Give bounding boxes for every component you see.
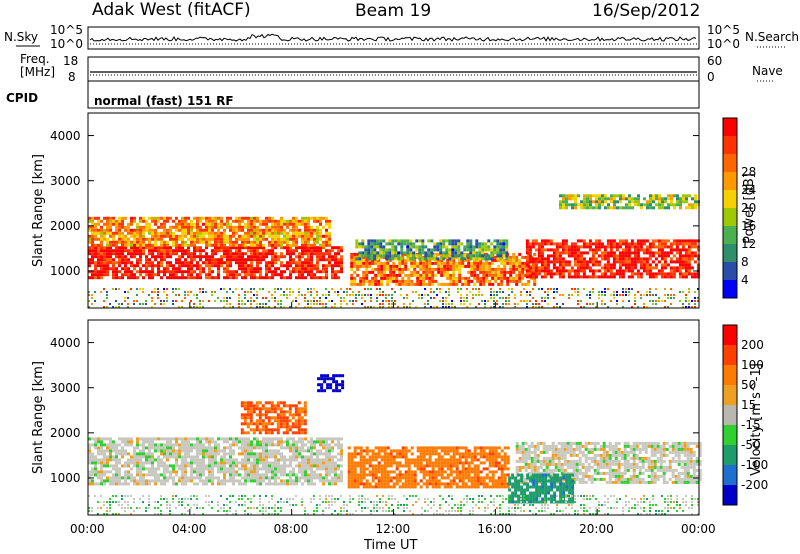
nsky-label: N.Sky (4, 30, 39, 44)
nsearch-tick-top: 10^5 (707, 23, 740, 37)
radar-title: Adak West (fitACF) (92, 0, 251, 20)
velocity-feature-5 (508, 473, 575, 504)
power-colorbar-step-7 (723, 244, 737, 263)
nave-label: Nave (752, 64, 783, 78)
nsearch-label: N.Search (745, 30, 800, 44)
velocity-colorbar-step-2 (723, 365, 737, 386)
power-colorbar-tick-0: 4 (741, 273, 749, 287)
power-ylabel: Slant Range [km] (30, 154, 46, 267)
power-colorbar-tick-1: 8 (741, 255, 749, 269)
velocity-colorbar-tick-1: 100 (741, 358, 764, 372)
velocity-colorbar-step-5 (723, 425, 737, 446)
velocity-colorbar-step-6 (723, 445, 737, 466)
power-colorbar-tick-3: 16 (741, 219, 757, 233)
xtick-label-2: 08:00 (273, 522, 309, 536)
power-feature-4 (525, 239, 700, 279)
cpid-label: CPID (6, 91, 39, 105)
velocity-feature-4 (515, 441, 702, 484)
velocity-colorbar-step-3 (723, 385, 737, 406)
power-colorbar-step-4 (723, 190, 737, 209)
velocity-panel (87, 319, 702, 516)
nave-tick-bottom: 0 (707, 70, 715, 84)
velocity-feature-1 (240, 401, 307, 435)
nsearch-tick-bottom: 10^0 (707, 37, 740, 51)
power-feature-1 (88, 216, 331, 247)
power-feature-5 (559, 194, 700, 210)
nave-tick-top: 60 (707, 54, 723, 68)
power-feature-3 (355, 239, 509, 261)
velocity-feature-2 (317, 374, 345, 393)
xtick-label-5: 20:00 (579, 522, 614, 536)
velocity-ytick-label-2: 3000 (50, 380, 81, 395)
power-colorbar-step-8 (723, 262, 737, 281)
velocity-colorbar-step-8 (723, 485, 737, 506)
power-colorbar-tick-4: 20 (741, 201, 757, 215)
velocity-ytick-label-1: 2000 (50, 425, 81, 440)
velocity-colorbar (722, 324, 738, 506)
xtick-label-6: 00:00 (681, 522, 716, 536)
velocity-colorbar-tick-3: 15 (741, 398, 757, 412)
velocity-feature-3 (347, 446, 510, 489)
power-ytick-label-0: 1000 (50, 263, 81, 278)
velocity-near-range-band (88, 495, 699, 515)
velocity-colorbar-tick-5: -50 (741, 438, 761, 452)
power-colorbar-step-0 (723, 118, 737, 137)
freq-tick-top: 18 (63, 54, 79, 68)
nsky-tick-bottom: 10^0 (50, 37, 83, 51)
power-colorbar-step-2 (723, 154, 737, 173)
freq-label-line1: Freq. (20, 52, 50, 66)
power-colorbar-step-6 (723, 226, 737, 245)
power-ytick-label-2: 3000 (50, 173, 81, 188)
date-title: 16/Sep/2012 (592, 1, 701, 21)
velocity-colorbar-tick-7: -200 (741, 478, 769, 492)
velocity-colorbar-tick-0: 200 (741, 338, 764, 352)
power-colorbar-step-3 (723, 172, 737, 191)
nsky-tick-top: 10^5 (50, 23, 83, 37)
velocity-colorbar-tick-4: -15 (741, 418, 761, 432)
power-colorbar-step-1 (723, 136, 737, 155)
freq-tick-bottom: 8 (68, 70, 76, 84)
power-ytick-label-3: 4000 (50, 128, 81, 143)
velocity-colorbar-step-1 (723, 345, 737, 366)
cpid-value: normal (fast) 151 RF (94, 94, 234, 108)
power-panel (87, 112, 700, 309)
power-colorbar-tick-5: 24 (741, 183, 757, 197)
nsky-trace (89, 33, 697, 42)
velocity-colorbar-tick-6: -100 (741, 458, 769, 472)
velocity-ytick-label-3: 4000 (50, 335, 81, 350)
power-feature-0 (88, 246, 343, 280)
freq-strip-frame (87, 56, 700, 82)
xaxis-label: Time UT (364, 538, 418, 553)
velocity-ytick-label-0: 1000 (50, 470, 81, 485)
velocity-colorbar-step-0 (723, 325, 737, 346)
velocity-ylabel: Slant Range [km] (30, 361, 46, 474)
velocity-colorbar-step-4 (723, 405, 737, 426)
power-colorbar-step-5 (723, 208, 737, 227)
power-colorbar-tick-6: 28 (741, 165, 757, 179)
power-colorbar-step-9 (723, 280, 737, 299)
power-ytick-label-1: 2000 (50, 218, 81, 233)
nsky-strip-frame (87, 26, 700, 50)
power-colorbar-tick-2: 12 (741, 237, 757, 251)
power-near-range-band (88, 288, 699, 308)
velocity-feature-0 (88, 437, 343, 486)
xtick-label-4: 16:00 (477, 522, 512, 536)
power-colorbar (722, 117, 738, 299)
xtick-label-3: 12:00 (375, 522, 411, 536)
velocity-colorbar-tick-2: 50 (741, 378, 757, 392)
beam-title: Beam 19 (355, 1, 432, 21)
velocity-colorbar-step-7 (723, 465, 737, 486)
cpid-strip-frame (87, 80, 700, 109)
freq-label-line2: [MHz] (20, 65, 56, 79)
xtick-label-0: 00:00 (70, 522, 105, 536)
xtick-label-1: 04:00 (171, 522, 207, 536)
